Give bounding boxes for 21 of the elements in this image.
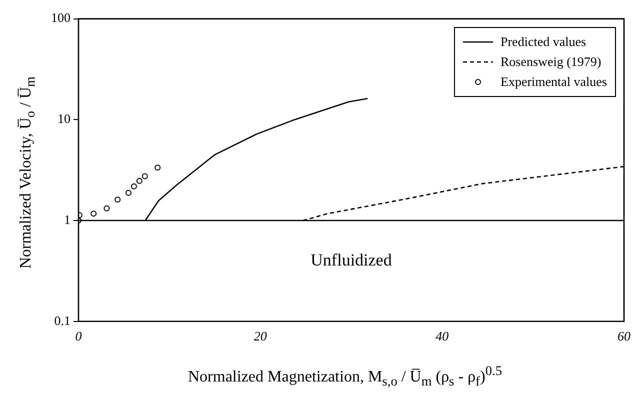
- legend-label: Experimental values: [500, 74, 607, 90]
- y-tick-label: 0.1: [54, 312, 70, 328]
- x-tick-label: 40: [436, 328, 450, 344]
- annotation: Unfluidized: [310, 250, 392, 270]
- y-tick-label: 10: [58, 111, 70, 126]
- point: [104, 205, 110, 212]
- point: [90, 210, 97, 217]
- x-tick-label: 0: [75, 328, 82, 344]
- point: [114, 196, 121, 203]
- x-tick-label: 20: [254, 328, 268, 344]
- point: [142, 173, 148, 180]
- legend-label: Predicted values: [500, 34, 586, 50]
- point: [130, 183, 137, 190]
- point: [136, 178, 142, 184]
- x-tick-label: 60: [618, 328, 631, 344]
- point: [154, 164, 161, 171]
- point: [126, 190, 132, 196]
- y-tick-label: 100: [51, 10, 70, 26]
- legend-label: Rosensweig (1979): [500, 54, 602, 70]
- y-tick-label: 1: [64, 212, 70, 227]
- text: Normalized Magnetization, M$_{s,o}$ / U̅$_{m}$ (ρ$_{s}$ - ρ$_{f}$)$^{0.5}$: [188, 363, 502, 389]
